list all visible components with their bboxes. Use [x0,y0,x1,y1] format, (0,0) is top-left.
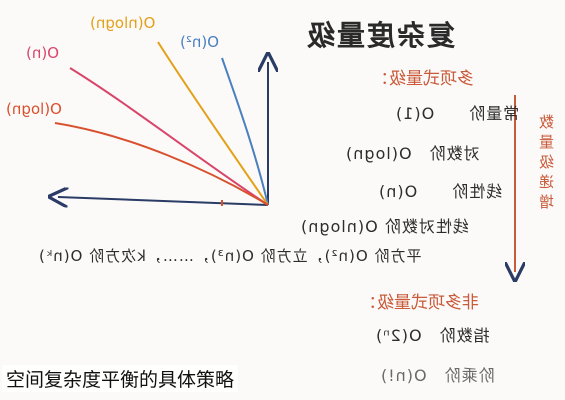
row-logarithmic: 对数阶 O(logn) [345,144,480,163]
row-power: 平方阶 O(n²)，立方阶 O(n³)，……，k次方阶 O(nᵏ) [38,247,422,265]
curve-label-logn: O(logn) [6,100,62,118]
side-note: 数量级递增 [539,113,555,211]
curve-nlogn [157,41,269,206]
curve-logn [54,122,269,206]
curve-n [69,67,269,206]
row-factorial: 阶乘阶 O(n!) [380,366,495,385]
curve-label-n-squared: O(n²) [180,33,220,51]
section-nonpolynomial: 非多项式量级： [360,293,479,313]
row-exponential: 指数阶 O(2ⁿ) [375,326,490,345]
row-linear: 线性阶 O(n) [378,182,503,201]
section-polynomial: 多项式量级： [372,69,474,89]
row-constant: 常量阶 O(1) [395,104,520,123]
curve-label-n: O(n) [26,44,60,62]
caption: 空间复杂度平衡的具体策略 [2,365,239,392]
x-axis [58,197,269,205]
row-linearithmic: 线性对数阶 O(nlogn) [300,217,469,236]
curve-n-squared [221,57,269,206]
curve-label-nlogn: O(nlogn) [90,14,156,32]
page-title: 复杂度量级 [305,19,456,52]
